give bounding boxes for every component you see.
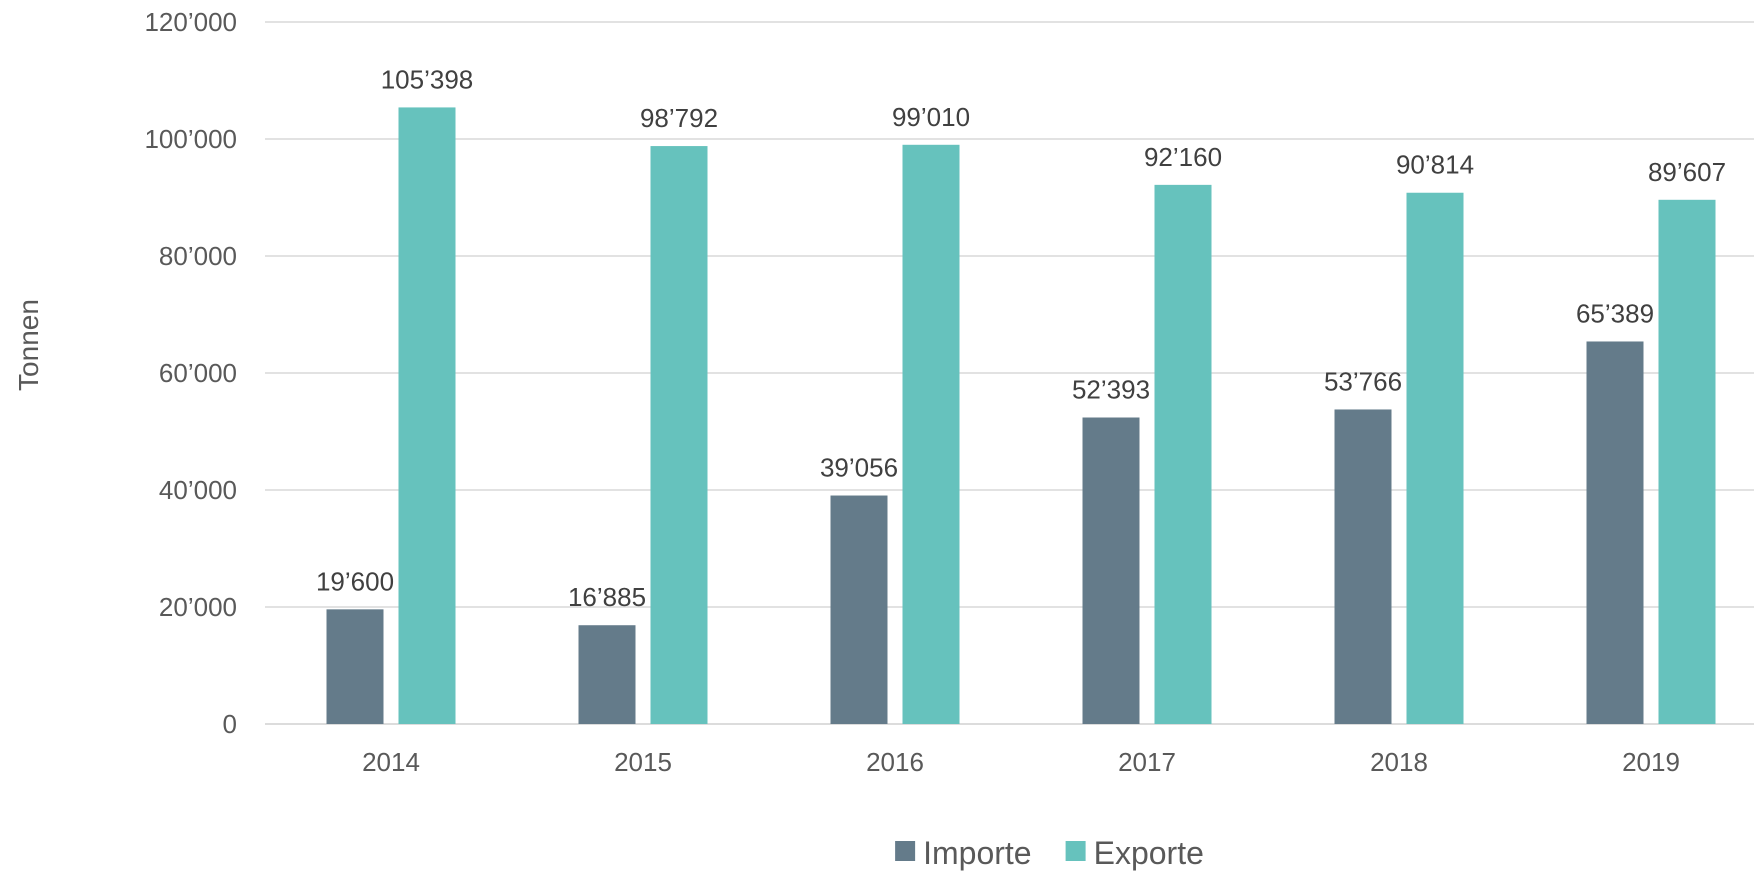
bar-importe-2017 xyxy=(1082,417,1140,724)
bar-exporte-2015 xyxy=(650,146,708,725)
bar-exporte-2014 xyxy=(398,107,456,725)
x-tick-label: 2018 xyxy=(1370,747,1428,777)
data-label-importe-2017: 52’393 xyxy=(1072,375,1150,405)
x-tick-label: 2015 xyxy=(614,747,672,777)
legend-swatch xyxy=(1065,841,1086,861)
legend-label: Exporte xyxy=(1094,835,1204,871)
data-label-importe-2019: 65’389 xyxy=(1576,298,1654,328)
y-axis-ticks: 0 20’000 40’000 60’000 80’000 100’000 120’000 xyxy=(144,7,237,739)
data-label-exporte-2019: 89’607 xyxy=(1648,157,1726,187)
bar-exporte-2019 xyxy=(1658,199,1716,724)
data-label-exporte-2014: 105’398 xyxy=(381,64,474,94)
bar-importe-2014 xyxy=(326,609,384,724)
y-tick-label: 20’000 xyxy=(159,592,237,622)
legend: Importe Exporte xyxy=(895,835,1204,871)
bar-exporte-2018 xyxy=(1406,192,1464,724)
y-tick-label: 60’000 xyxy=(159,358,237,388)
bar-importe-2015 xyxy=(578,625,636,724)
legend-swatch xyxy=(895,841,916,861)
x-tick-label: 2014 xyxy=(362,747,420,777)
y-tick-label: 40’000 xyxy=(159,475,237,505)
bar-exporte-2016 xyxy=(902,144,960,724)
bars xyxy=(326,107,1716,725)
data-labels: 19’600 105’398 16’885 98’792 39’056 99’010 52’… xyxy=(316,64,1726,612)
gridlines xyxy=(265,21,1754,725)
bar-importe-2018 xyxy=(1334,409,1392,724)
legend-label: Importe xyxy=(923,835,1031,871)
data-label-exporte-2017: 92’160 xyxy=(1144,142,1222,172)
y-tick-label: 80’000 xyxy=(159,241,237,271)
data-label-exporte-2016: 99’010 xyxy=(892,102,970,132)
legend-item-importe: Importe xyxy=(895,835,1032,871)
y-tick-label: 100’000 xyxy=(144,124,237,154)
x-tick-label: 2017 xyxy=(1118,747,1176,777)
bar-exporte-2017 xyxy=(1154,184,1212,724)
bar-importe-2016 xyxy=(830,495,888,724)
data-label-exporte-2018: 90’814 xyxy=(1396,150,1474,180)
bar-importe-2019 xyxy=(1586,341,1644,724)
x-tick-label: 2016 xyxy=(866,747,924,777)
data-label-importe-2018: 53’766 xyxy=(1324,366,1402,396)
x-axis-ticks: 2014 2015 2016 2017 2018 2019 xyxy=(362,747,1680,777)
data-label-importe-2016: 39’056 xyxy=(820,453,898,483)
x-tick-label: 2019 xyxy=(1622,747,1680,777)
y-tick-label: 0 xyxy=(223,709,237,739)
data-label-importe-2014: 19’600 xyxy=(316,566,394,596)
y-axis-title: Tonnen xyxy=(13,299,44,391)
y-tick-label: 120’000 xyxy=(144,7,237,37)
data-label-importe-2015: 16’885 xyxy=(568,582,646,612)
data-label-exporte-2015: 98’792 xyxy=(640,103,718,133)
legend-item-exporte: Exporte xyxy=(1065,835,1204,871)
